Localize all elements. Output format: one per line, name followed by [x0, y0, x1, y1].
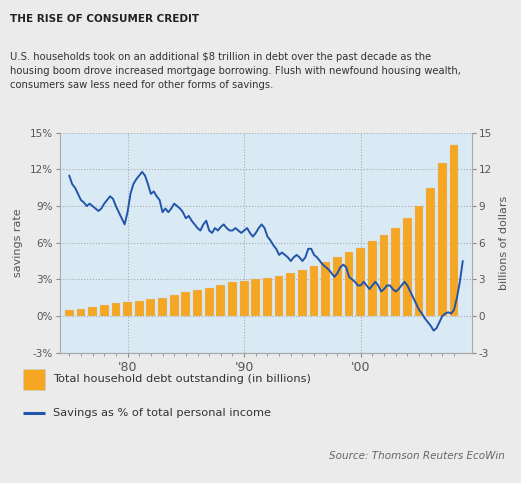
Bar	[193, 290, 202, 316]
Bar	[263, 278, 272, 316]
Bar	[391, 228, 400, 316]
Bar	[287, 272, 295, 316]
Y-axis label: billions of dollars: billions of dollars	[499, 196, 508, 290]
Y-axis label: savings rate: savings rate	[13, 208, 23, 277]
Bar	[345, 253, 353, 316]
Bar	[170, 295, 179, 316]
Bar	[111, 303, 120, 316]
Bar	[415, 206, 424, 316]
Bar	[240, 281, 249, 316]
Bar	[368, 242, 377, 316]
Bar	[135, 301, 144, 316]
Text: Total household debt outstanding (in billions): Total household debt outstanding (in bil…	[53, 374, 311, 384]
Bar	[333, 257, 342, 316]
Bar	[228, 283, 237, 316]
Bar	[100, 305, 108, 316]
Bar	[205, 288, 214, 316]
Text: U.S. households took on an additional $8 trillion in debt over the past decade a: U.S. households took on an additional $8…	[10, 52, 461, 90]
Bar	[216, 285, 225, 316]
Text: Savings as % of total personal income: Savings as % of total personal income	[53, 408, 271, 418]
Bar	[275, 276, 283, 316]
Bar	[252, 279, 260, 316]
Bar	[123, 302, 132, 316]
Bar	[321, 262, 330, 316]
Bar	[380, 235, 389, 316]
Bar	[181, 292, 190, 316]
Bar	[309, 266, 318, 316]
Bar	[298, 270, 307, 316]
Text: THE RISE OF CONSUMER CREDIT: THE RISE OF CONSUMER CREDIT	[10, 14, 200, 24]
Bar	[426, 188, 435, 316]
Text: Source: Thomson Reuters EcoWin: Source: Thomson Reuters EcoWin	[329, 452, 505, 461]
Bar	[65, 310, 73, 316]
Bar	[88, 307, 97, 316]
Bar	[438, 163, 446, 316]
FancyBboxPatch shape	[23, 369, 45, 390]
Bar	[77, 309, 85, 316]
Bar	[450, 145, 458, 316]
Bar	[158, 298, 167, 316]
Bar	[356, 248, 365, 316]
Bar	[403, 218, 412, 316]
Bar	[146, 299, 155, 316]
